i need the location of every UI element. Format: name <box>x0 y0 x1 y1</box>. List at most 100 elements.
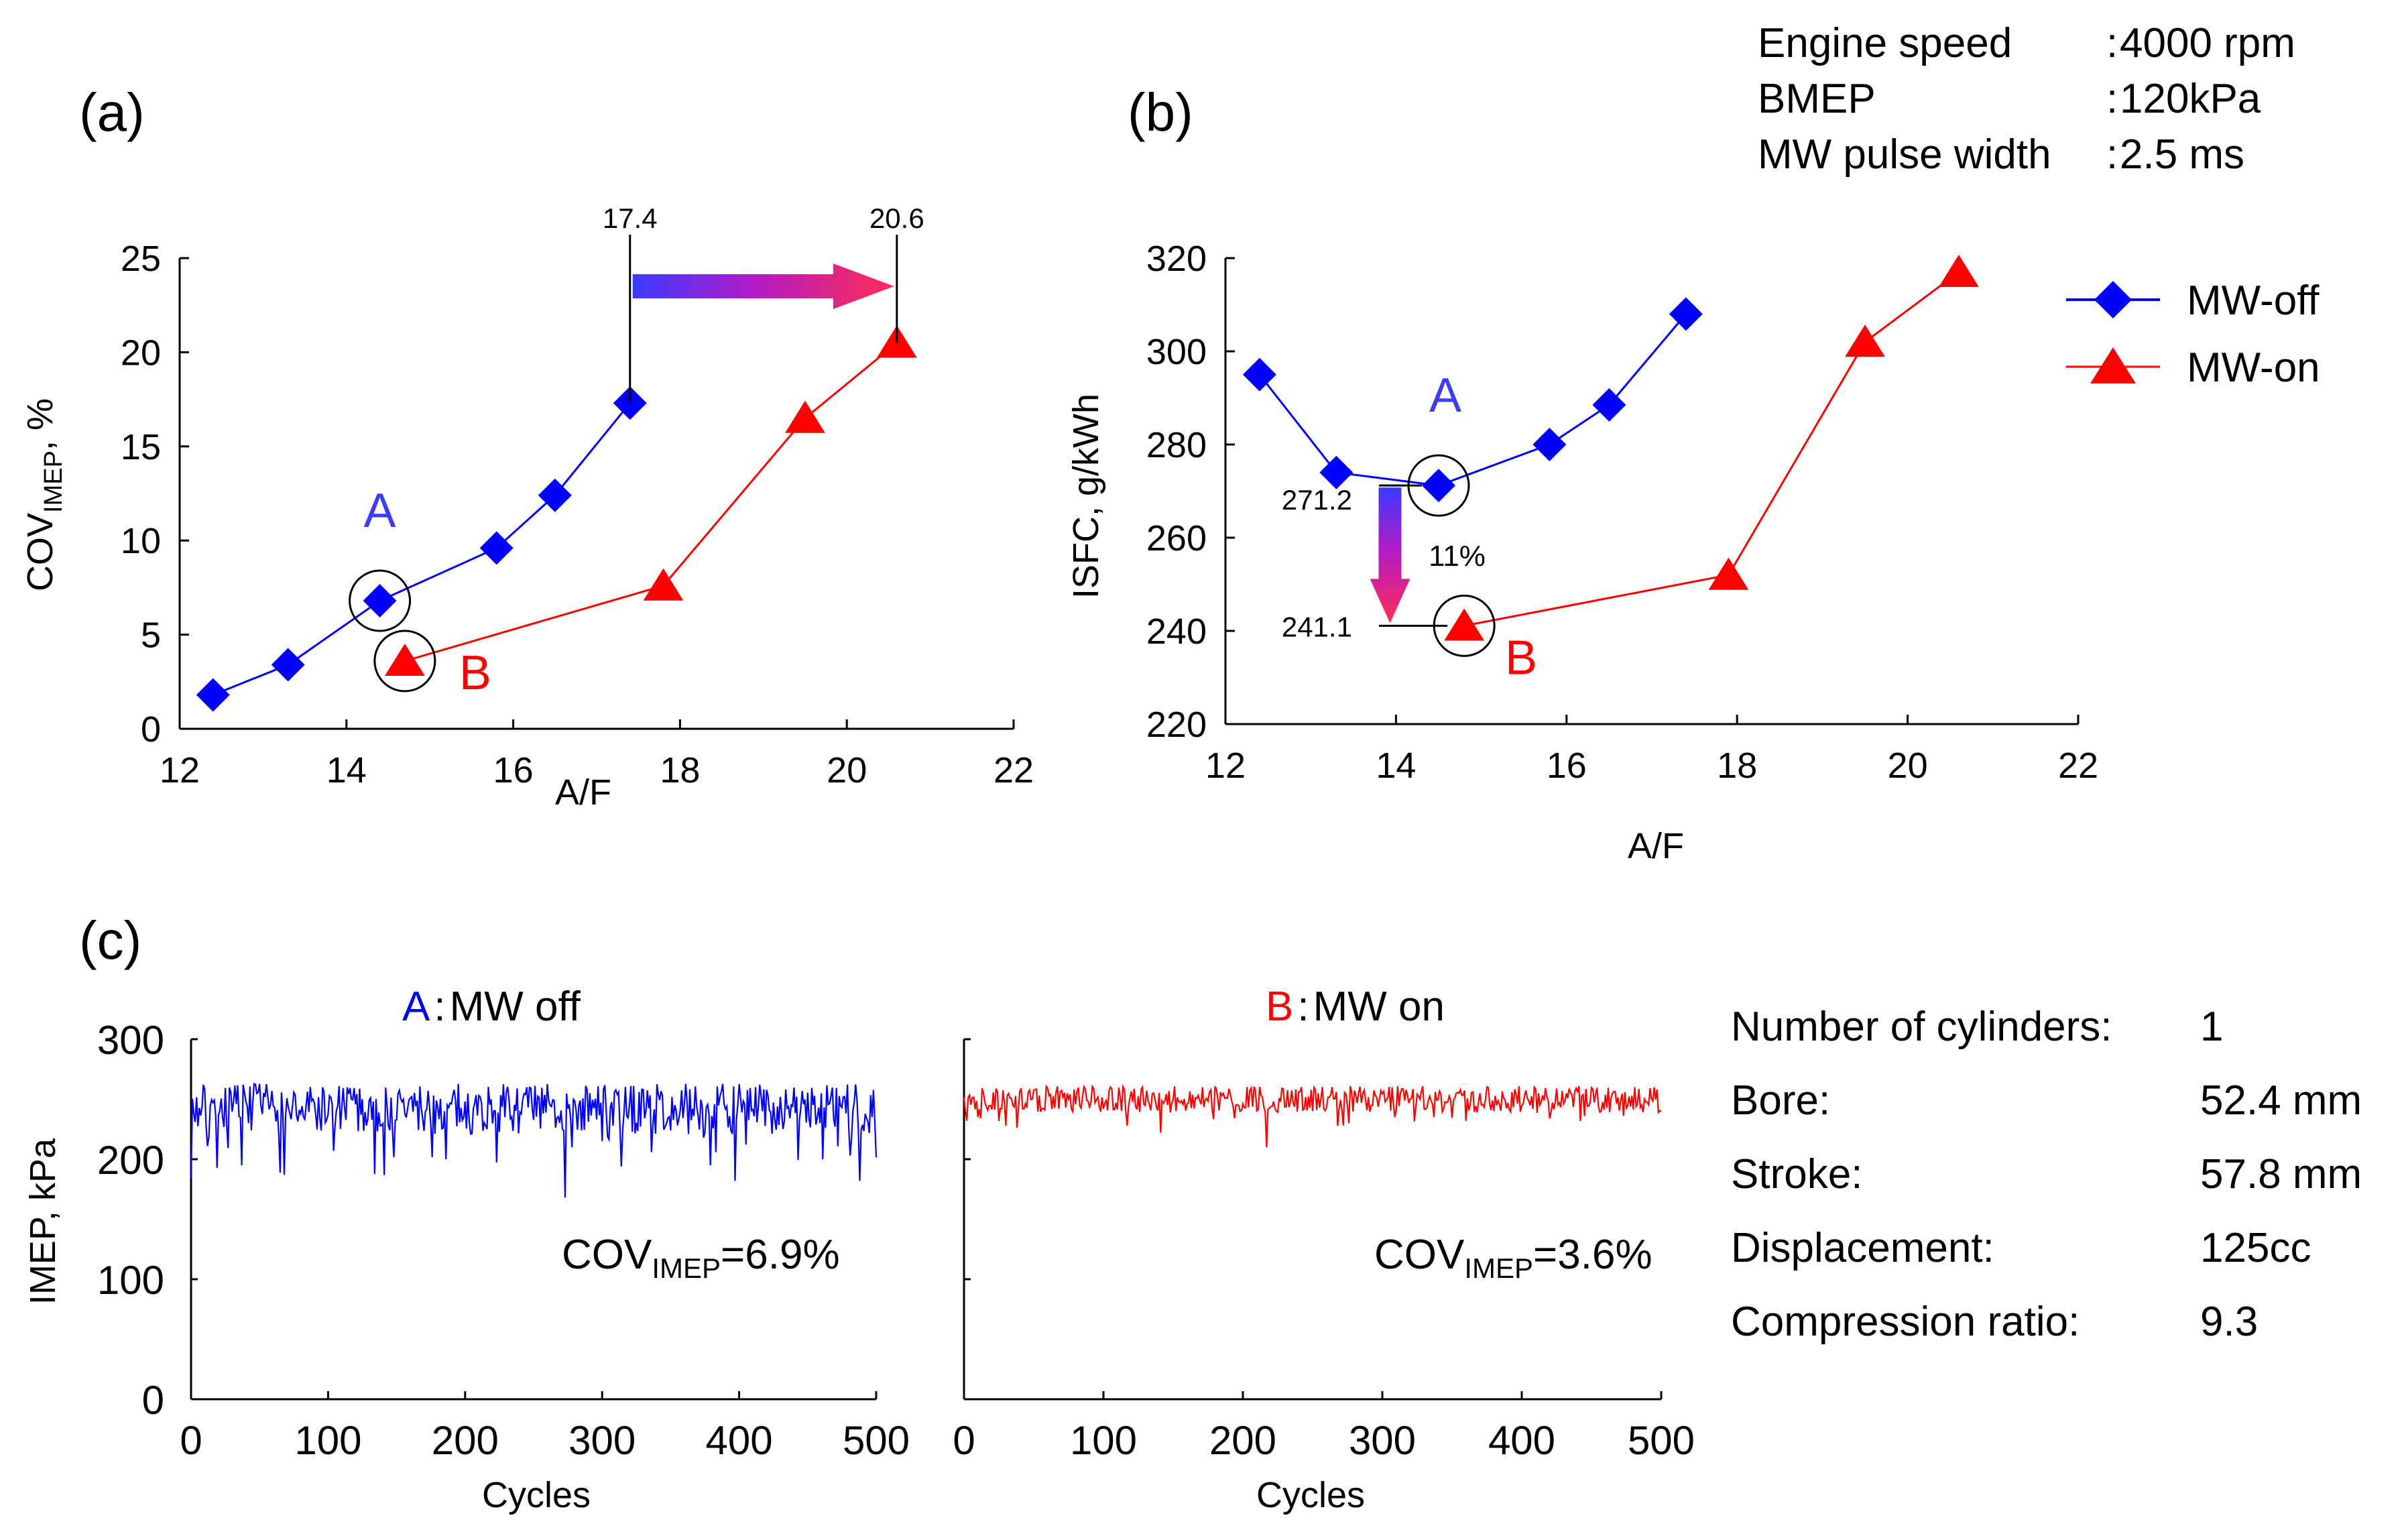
legend-on-marker <box>2090 347 2136 384</box>
data-point-mw-on <box>785 400 825 433</box>
data-point-mw-off <box>1422 469 1455 503</box>
chart-b-y-tick-label: 280 <box>1146 425 1207 465</box>
chart-b-y-tick-label: 260 <box>1146 518 1207 558</box>
chart-c-left-x-label: Cycles <box>482 1475 591 1515</box>
subplot-on-title: B:MW on <box>1266 984 1445 1030</box>
chart-b-x-label: A/F <box>1628 826 1684 866</box>
spec-stroke-value: 57.8 mm <box>2200 1151 2362 1197</box>
chart-c-a-trace <box>190 1083 878 1198</box>
engine-info: Engine speed : 4000 rpm BMEP : 120kPa MW… <box>1758 20 2295 178</box>
bmep-label: BMEP <box>1758 76 1876 122</box>
spec-compression-label: Compression ratio: <box>1731 1299 2080 1345</box>
chart-c-b-x-tick-label: 400 <box>1488 1418 1555 1463</box>
panel-a-label: (a) <box>79 82 145 142</box>
data-point-mw-on <box>1444 608 1485 641</box>
data-point-mw-on <box>384 643 425 676</box>
cov-on-label: COVIMEP=3.6% <box>1374 1232 1652 1284</box>
chart-a-y-label: COVIMEP, % <box>20 398 68 591</box>
chart-a-y-tick-label: 0 <box>141 709 161 750</box>
spec-displacement-value: 125cc <box>2200 1225 2311 1271</box>
data-point-mw-on <box>643 568 684 601</box>
data-point-mw-off <box>271 648 305 682</box>
chart-a-x-tick-label: 22 <box>994 750 1034 790</box>
chart-b-x-tick-label: 12 <box>1205 746 1246 786</box>
chart-b-y-tick-label: 220 <box>1146 705 1207 745</box>
chart-c-a-x-tick-label: 500 <box>843 1418 910 1463</box>
chart-b-y-label: ISFC, g/kWh <box>1066 394 1106 599</box>
engine-speed-value: 4000 rpm <box>2120 20 2295 66</box>
bmep-value: 120kPa <box>2120 76 2261 122</box>
chart-c-b-x-tick-label: 500 <box>1628 1418 1695 1463</box>
subplot-off-title: A:MW off <box>402 984 581 1030</box>
chart-c-b-x-tick-label: 200 <box>1209 1418 1276 1463</box>
chart-b-x-tick-label: 18 <box>1717 746 1757 786</box>
chart-c-b-x-tick-label: 100 <box>1070 1418 1137 1463</box>
label-low-value: 241.1 <box>1282 611 1352 642</box>
series-line-mw-off <box>213 402 631 696</box>
chart-c-a-x-tick-label: 200 <box>432 1418 499 1463</box>
chart-a: (a) 0 5 10 15 20 25 12 14 16 18 20 22 A B 17.4 20.6 A/… <box>20 82 1034 813</box>
legend-on-label: MW-on <box>2187 345 2320 391</box>
spec-stroke-label: Stroke: <box>1731 1151 1862 1197</box>
lean-limit-arrow <box>632 263 894 309</box>
data-point-mw-off <box>1592 388 1626 422</box>
engine-speed-label: Engine speed <box>1758 20 2012 66</box>
chart-c-b-x-tick-label: 300 <box>1349 1418 1416 1463</box>
chart-c-a-x-tick-label: 100 <box>294 1418 361 1463</box>
spec-displacement-label: Displacement: <box>1731 1225 1994 1271</box>
data-point-mw-off <box>479 531 514 565</box>
chart-a-x-tick-label: 20 <box>827 750 867 790</box>
data-point-mw-off <box>1669 297 1703 331</box>
chart-a-x-tick-label: 12 <box>160 750 200 790</box>
label-reduction: 11% <box>1429 540 1486 573</box>
chart-c-a-x-tick-label: 400 <box>706 1418 773 1463</box>
isfc-reduction-arrow <box>1370 487 1410 624</box>
pulse-width-label: MW pulse width <box>1758 131 2051 178</box>
bmep-sep: : <box>2106 76 2118 122</box>
label-point-a: A <box>364 484 396 538</box>
chart-c-b-x-tick-label: 0 <box>953 1418 975 1463</box>
chart-b-y-tick-label: 320 <box>1146 239 1207 279</box>
chart-b-x-tick-label: 20 <box>1888 746 1928 786</box>
legend-off-label: MW-off <box>2187 278 2320 324</box>
chart-a-y-tick-label: 5 <box>141 615 161 656</box>
circle-a <box>349 569 412 632</box>
label-from: 17.4 <box>603 202 658 234</box>
data-point-mw-off <box>196 678 230 712</box>
panel-b-label: (b) <box>1128 82 1193 142</box>
chart-a-x-tick-label: 18 <box>660 750 700 790</box>
data-point-mw-off <box>363 584 397 618</box>
data-point-mw-on <box>1708 557 1749 590</box>
chart-c-y-tick-label: 200 <box>97 1138 164 1183</box>
chart-a-y-tick-label: 25 <box>121 239 161 279</box>
chart-b-y-tick-label: 240 <box>1146 611 1207 652</box>
label-to: 20.6 <box>869 202 924 234</box>
series-line-mw-off <box>1258 313 1687 487</box>
spec-cylinders-value: 1 <box>2200 1004 2223 1050</box>
chart-b-y-tick-label: 300 <box>1146 332 1207 372</box>
chart-b-x-tick-label: 22 <box>2058 746 2098 786</box>
data-point-mw-on <box>1939 254 1979 287</box>
data-point-mw-off <box>538 478 572 512</box>
data-point-mw-on <box>1845 324 1885 357</box>
circle-b <box>373 630 436 693</box>
label-point-a: A <box>1429 369 1461 422</box>
spec-bore-value: 52.4 mm <box>2200 1077 2362 1124</box>
chart-c-a-x-tick-label: 0 <box>180 1418 202 1463</box>
chart-c-y-tick-label: 100 <box>97 1258 164 1303</box>
chart-a-x-tick-label: 14 <box>326 750 367 790</box>
panel-c-label: (c) <box>79 910 141 970</box>
chart-c-a-x-tick-label: 300 <box>568 1418 636 1463</box>
spec-cylinders-label: Number of cylinders: <box>1731 1004 2112 1050</box>
label-high-value: 271.2 <box>1282 484 1352 516</box>
engine-speed-sep: : <box>2106 20 2118 66</box>
chart-c-y-label: IMEP, kPa <box>23 1138 63 1305</box>
chart-a-x-label: A/F <box>555 772 611 813</box>
pulse-width-sep: : <box>2106 131 2118 178</box>
chart-c-b-trace <box>963 1083 1662 1148</box>
chart-a-y-tick-label: 20 <box>121 333 161 373</box>
chart-a-y-tick-label: 10 <box>121 521 161 561</box>
data-point-mw-off <box>1242 357 1276 392</box>
chart-a-x-tick-label: 16 <box>493 750 534 790</box>
